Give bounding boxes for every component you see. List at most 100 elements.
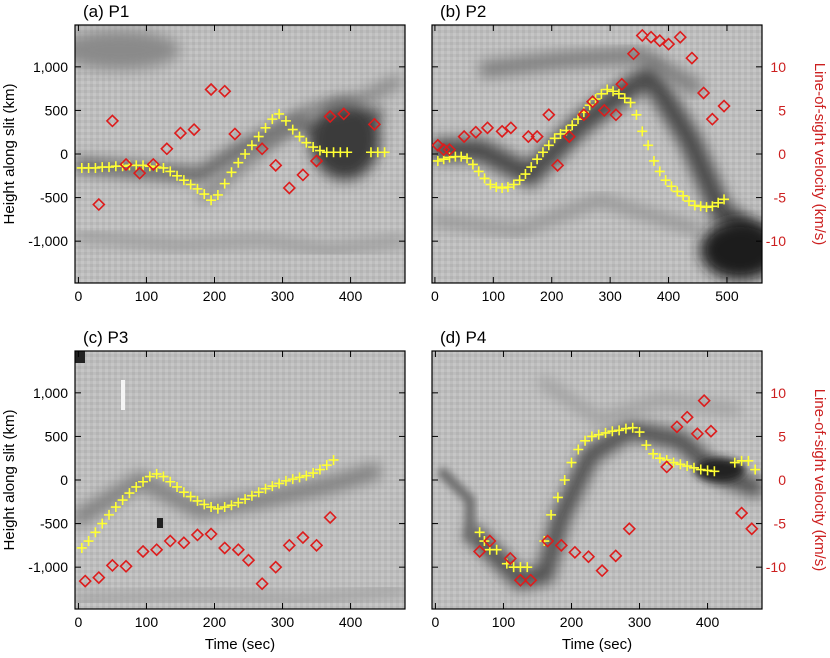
height-point	[709, 466, 720, 477]
height-point	[614, 425, 625, 436]
velocity-point	[218, 541, 232, 555]
height-point	[144, 471, 155, 482]
velocity-point	[734, 506, 749, 520]
velocity-point	[670, 420, 684, 434]
height-point	[608, 86, 619, 97]
velocity-point	[480, 121, 495, 135]
panel-a: (a) P1 0 100 200 300 400 -1,000 -500 0 500 1,000 He…	[1, 2, 406, 304]
series-velocity	[432, 28, 731, 172]
velocity-point	[661, 37, 676, 51]
velocity-point	[163, 534, 177, 548]
height-point	[573, 114, 584, 125]
height-point	[491, 544, 502, 555]
height-point	[580, 435, 591, 446]
height-point	[702, 465, 713, 476]
x-tick-label: 400	[657, 288, 681, 304]
x-tick-label: 200	[560, 614, 584, 630]
y2-tick-label: 10	[770, 385, 786, 401]
height-point	[308, 142, 319, 153]
height-point	[185, 491, 196, 502]
height-point	[76, 542, 87, 553]
x-tick-label: 400	[696, 614, 720, 630]
height-point	[219, 178, 230, 189]
height-point	[260, 122, 271, 133]
height-point	[165, 166, 176, 177]
x-tick-label: 100	[135, 614, 159, 630]
velocity-point	[309, 154, 324, 168]
height-point	[643, 140, 654, 151]
height-point	[219, 502, 230, 513]
height-point	[543, 140, 554, 151]
height-point	[526, 162, 537, 173]
velocity-point	[696, 86, 711, 100]
velocity-point	[585, 95, 600, 109]
velocity-point	[705, 112, 719, 126]
velocity-point	[105, 558, 120, 573]
velocity-point	[626, 47, 641, 61]
height-point	[199, 189, 210, 200]
height-point	[274, 108, 285, 119]
series-velocity	[472, 394, 759, 587]
y2-tick-label: 5	[778, 102, 786, 118]
velocity-point	[269, 158, 283, 172]
height-point	[246, 140, 257, 151]
y-tick-label: 1,000	[33, 385, 68, 401]
height-point	[456, 151, 467, 162]
height-point	[695, 201, 706, 212]
velocity-point	[644, 30, 658, 44]
height-point	[104, 509, 115, 520]
height-point	[566, 457, 577, 468]
height-point	[301, 137, 312, 148]
y2-tick-label: 0	[778, 472, 786, 488]
velocity-point	[495, 124, 509, 138]
velocity-point	[568, 545, 582, 559]
series-velocity	[78, 510, 337, 591]
height-point	[226, 500, 237, 511]
height-point	[328, 454, 339, 465]
x-tick-label: 100	[135, 288, 159, 304]
y-tick-label: -500	[40, 516, 68, 532]
height-point	[479, 173, 490, 184]
x-tick-label: 100	[482, 288, 506, 304]
panel-b-image	[432, 25, 762, 283]
height-point	[314, 145, 325, 156]
height-point	[240, 494, 251, 505]
height-point	[619, 93, 630, 104]
velocity-point	[690, 427, 704, 441]
height-point	[707, 201, 718, 212]
panel-d-title: (d) P4	[440, 328, 486, 347]
panel-b-title: (b) P2	[440, 2, 486, 21]
height-point	[172, 170, 183, 181]
velocity-point	[187, 122, 201, 137]
height-point	[233, 157, 244, 168]
height-point	[634, 427, 645, 438]
height-point	[206, 195, 217, 206]
y-tick-label: 0	[60, 472, 68, 488]
series-height	[76, 108, 390, 206]
height-point	[474, 527, 485, 538]
height-point	[314, 464, 325, 475]
height-point	[467, 159, 478, 170]
velocity-point	[660, 460, 674, 474]
velocity-point	[521, 129, 536, 144]
velocity-point	[146, 157, 160, 172]
velocity-point	[204, 82, 218, 97]
velocity-point	[150, 543, 164, 557]
velocity-point	[717, 99, 731, 113]
height-point	[138, 476, 149, 487]
height-point	[212, 503, 223, 514]
y2-tick-label: 5	[778, 428, 786, 444]
height-point	[462, 153, 473, 164]
height-point	[648, 155, 659, 166]
height-point	[178, 487, 189, 498]
height-point	[593, 429, 604, 440]
velocity-point	[282, 538, 296, 553]
height-point	[567, 120, 578, 131]
velocity-point	[653, 34, 667, 48]
height-point	[138, 160, 149, 171]
velocity-point	[442, 143, 457, 157]
height-point	[226, 167, 237, 178]
height-point	[532, 154, 543, 165]
y-tick-label: -1,000	[28, 559, 68, 575]
height-point	[654, 453, 665, 464]
